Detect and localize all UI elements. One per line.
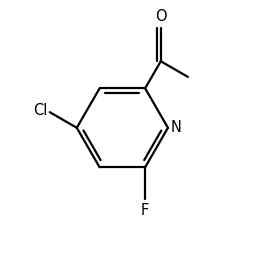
Text: N: N xyxy=(171,120,182,135)
Text: Cl: Cl xyxy=(33,103,48,118)
Text: O: O xyxy=(155,9,167,24)
Text: F: F xyxy=(141,203,149,218)
